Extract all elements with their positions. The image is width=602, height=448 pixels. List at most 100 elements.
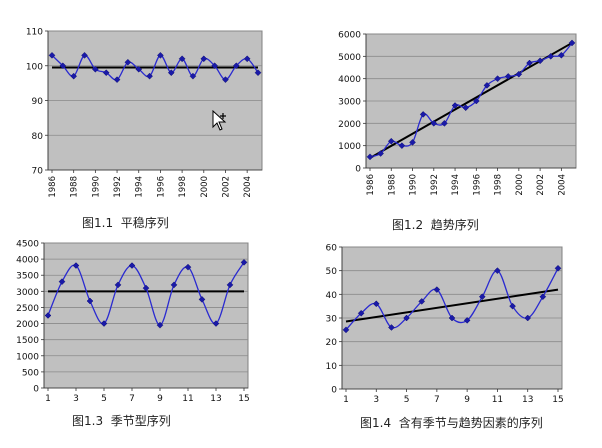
chart-1-stationary: 70 80 90 100 110 1986 1988 1990 1992 1994 1996 1998… [0, 0, 300, 215]
chart-4-seasonal-trend: 0 10 20 30 40 50 60 1 3 5 7 9 11 13 15 [300, 230, 602, 410]
x-tick-label: 9 [464, 395, 470, 405]
data-point [72, 262, 80, 269]
data-point [524, 314, 532, 322]
y-tick-label: 0 [331, 386, 337, 396]
x-tick-label: 5 [404, 395, 410, 405]
y-tick-label: 100 [26, 62, 43, 72]
x-tick-label: 1996 [156, 176, 166, 198]
data-point [430, 119, 438, 127]
data-point [342, 326, 350, 334]
data-point [483, 82, 491, 89]
x-tick-label: 1986 [48, 176, 58, 198]
data-point [240, 258, 248, 266]
x-tick-label: 1990 [91, 176, 101, 198]
data-point [114, 281, 122, 289]
data-point [212, 320, 220, 327]
data-point [536, 57, 544, 65]
trend-line [345, 288, 559, 323]
x-tick-label: 1994 [135, 176, 145, 198]
caption-2: 图1.2 趋势序列 [392, 218, 479, 232]
x-tick-label: 15 [238, 394, 249, 404]
data-point [156, 321, 164, 329]
x-tick-label: 2002 [536, 174, 546, 196]
data-point [568, 39, 576, 47]
y-tick-label: 1000 [16, 352, 39, 362]
x-tick-label: 1992 [113, 176, 123, 198]
y-tick-label: 3500 [16, 272, 39, 282]
data-point [178, 55, 186, 63]
move-cursor-icon [210, 109, 230, 136]
x-tick-label: 7 [129, 394, 135, 404]
data-point [472, 97, 480, 105]
y-tick-label: 2000 [16, 320, 39, 330]
y-tick-label: 3000 [338, 98, 361, 108]
y-tick-label: 50 [326, 267, 338, 277]
y-tick-label: 10 [326, 362, 338, 372]
x-tick-label: 1992 [430, 174, 440, 196]
chart-2-svg: 0 1000 2000 3000 4000 5000 6000 1986 1988 1990 199… [338, 31, 577, 196]
caption-4: 图1.4 含有季节与趋势因素的序列 [360, 416, 543, 430]
data-point [58, 278, 66, 286]
data-point [377, 150, 384, 157]
x-tick-label: 3 [373, 395, 379, 405]
data-point [451, 102, 459, 109]
data-point [48, 51, 56, 59]
data-point [357, 309, 365, 317]
chart-2-trend: 0 1000 2000 3000 4000 5000 6000 1986 1988 1990 199… [300, 0, 602, 215]
data-point [124, 58, 132, 66]
data-point [539, 293, 547, 301]
y-tick-label: 60 [326, 244, 338, 254]
y-tick-label: 3000 [16, 288, 39, 298]
y-tick-label: 2000 [338, 120, 361, 130]
data-point [462, 104, 470, 112]
y-tick-label: 1500 [16, 336, 39, 346]
x-tick-label: 1998 [178, 176, 188, 198]
data-point [504, 73, 512, 80]
y-tick-label: 2500 [16, 304, 39, 314]
data-point [81, 51, 88, 59]
x-tick-label: 11 [182, 394, 193, 404]
data-point [146, 72, 153, 80]
data-point [403, 314, 410, 322]
chart-1-svg: 70 80 90 100 110 1986 1988 1990 1992 1994 1996 1998… [26, 28, 263, 198]
data-point [200, 55, 208, 63]
data-point [243, 55, 251, 63]
x-tick-label: 1998 [494, 174, 504, 196]
data-point [526, 59, 533, 67]
data-point [170, 281, 178, 289]
y-tick-label: 4500 [16, 240, 39, 250]
x-tick-label: 2002 [221, 176, 231, 198]
y-tick-label: 0 [355, 165, 361, 175]
data-point [558, 51, 565, 59]
y-tick-label: 30 [326, 315, 338, 325]
x-tick-label: 1988 [387, 174, 397, 196]
y-tick-label: 20 [326, 338, 338, 348]
data-point [184, 263, 192, 271]
x-tick-label: 9 [157, 394, 163, 404]
data-point [226, 281, 234, 289]
data-point [441, 119, 448, 127]
data-point [102, 69, 110, 77]
data-point [509, 302, 516, 310]
data-point [198, 296, 206, 303]
data-point [409, 138, 416, 146]
data-point [515, 70, 523, 78]
y-tick-label: 5000 [338, 53, 361, 63]
x-tick-label: 13 [210, 394, 221, 404]
caption-1: 图1.1 平稳序列 [82, 216, 169, 230]
x-tick-label: 2004 [557, 174, 567, 196]
data-point [100, 320, 108, 327]
x-tick-label: 13 [522, 395, 533, 405]
data-point [232, 62, 240, 70]
data-point [448, 314, 456, 322]
x-tick-label: 1990 [409, 174, 419, 196]
caption-3: 图1.3 季节型序列 [72, 414, 171, 428]
x-tick-label: 11 [492, 395, 503, 405]
data-point [113, 76, 121, 84]
y-tick-label: 90 [32, 97, 44, 107]
data-point [254, 69, 262, 77]
x-tick-label: 5 [101, 394, 107, 404]
chart-3-seasonal: 0 500 1000 1500 2000 2500 3000 3500 4000 4500 1 3 5 7… [0, 230, 300, 410]
x-tick-label: 1994 [451, 174, 461, 196]
